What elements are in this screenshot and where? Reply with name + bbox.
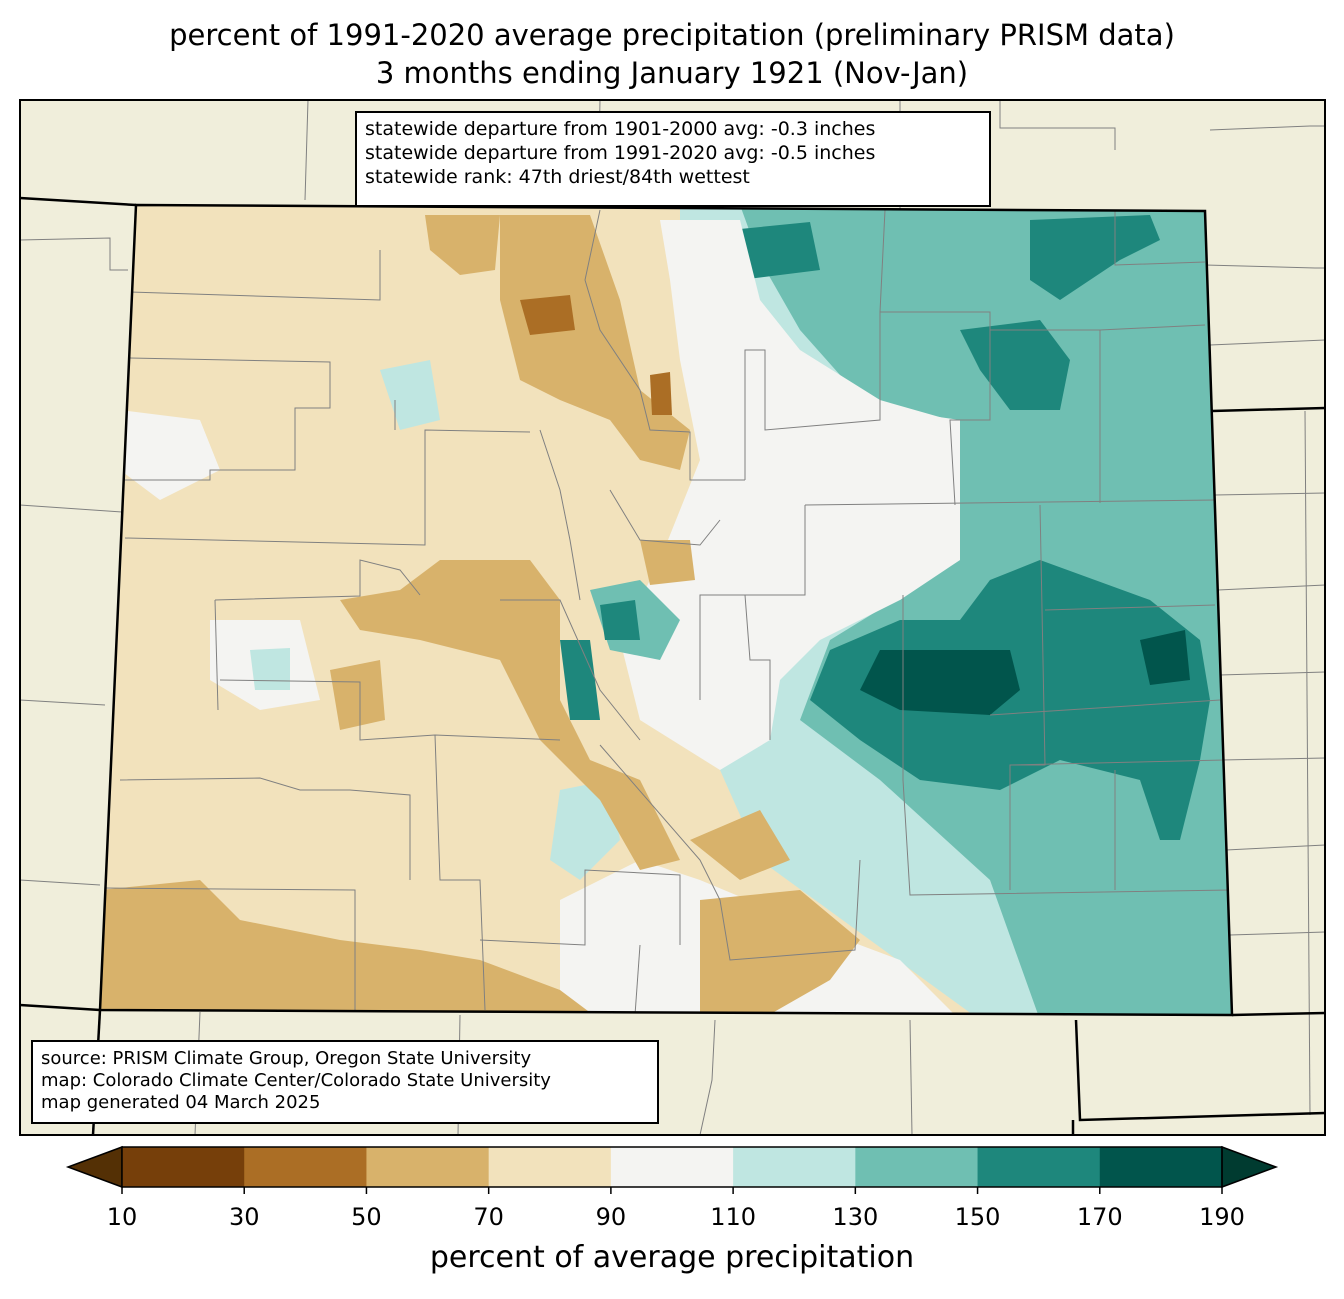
source-line-2: map: Colorado Climate Center/Colorado St… (41, 1070, 551, 1091)
source-line-1: source: PRISM Climate Group, Oregon Stat… (41, 1048, 532, 1069)
colorbar-segment (1099, 1147, 1223, 1187)
colorbar-tick-label: 10 (106, 1203, 138, 1231)
colorbar (65, 1145, 1279, 1194)
map-title-line1: percent of 1991-2020 average precipitati… (169, 18, 1175, 52)
colorbar-segment (855, 1147, 979, 1187)
precipitation-field (100, 205, 1232, 1015)
colorbar-extend-high (1221, 1145, 1279, 1189)
stats-line-3: statewide rank: 47th driest/84th wettest (365, 166, 750, 188)
colorbar-tick-label: 110 (710, 1203, 757, 1231)
colorbar-tick-label: 150 (954, 1203, 1001, 1231)
stats-box: statewide departure from 1901-2000 avg: … (355, 111, 991, 207)
colorbar-tick-label: 90 (595, 1203, 627, 1231)
source-line-3: map generated 04 March 2025 (41, 1092, 321, 1113)
colorbar-tick-label: 170 (1076, 1203, 1123, 1231)
colorbar-extend-low (65, 1145, 123, 1189)
colorbar-segment (977, 1147, 1101, 1187)
stats-line-1: statewide departure from 1901-2000 avg: … (365, 118, 876, 140)
colorbar-tick-label: 130 (832, 1203, 879, 1231)
colorbar-segment (733, 1147, 856, 1187)
colorbar-border (121, 1146, 1223, 1188)
stats-line-2: statewide departure from 1991-2020 avg: … (365, 142, 876, 164)
colorado-county-lines (100, 209, 1231, 1015)
colorbar-label: percent of average precipitation (429, 1240, 915, 1275)
map-frame (19, 99, 1326, 1136)
colorbar-segment (244, 1147, 367, 1187)
colorbar-tick-label: 30 (228, 1203, 260, 1231)
neighbor-county-lines (19, 99, 1326, 1136)
colorbar-segment (122, 1147, 245, 1187)
colorbar-tick-label: 70 (473, 1203, 504, 1231)
source-box: source: PRISM Climate Group, Oregon Stat… (31, 1040, 659, 1124)
colorbar-tick-label: 50 (351, 1203, 382, 1231)
colorbar-tick-label: 190 (1199, 1203, 1245, 1231)
colorbar-segment (488, 1147, 612, 1187)
map-title-line2: 3 months ending January 1921 (Nov-Jan) (375, 56, 969, 90)
colorbar-segment (366, 1147, 490, 1187)
colorbar-segment (610, 1147, 734, 1187)
